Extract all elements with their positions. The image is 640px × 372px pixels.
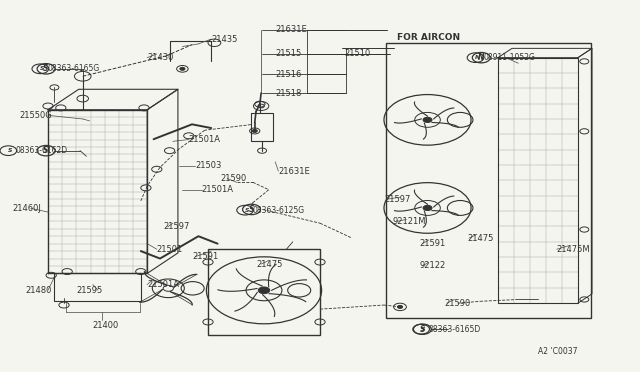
Bar	[251, 113, 273, 141]
Text: S: S	[8, 148, 13, 153]
Text: FOR AIRCON: FOR AIRCON	[397, 33, 460, 42]
Text: 21597: 21597	[384, 195, 410, 203]
Text: S: S	[249, 205, 254, 214]
Text: 21501: 21501	[157, 245, 183, 254]
Text: S: S	[40, 66, 45, 71]
Text: 21590: 21590	[221, 174, 247, 183]
Text: 21591: 21591	[192, 252, 218, 261]
Text: 08363-6162D: 08363-6162D	[16, 146, 68, 155]
Text: S: S	[420, 325, 425, 334]
Text: 21595: 21595	[77, 286, 103, 295]
Bar	[208, 249, 320, 335]
Text: 21631E: 21631E	[275, 25, 307, 34]
Text: 21475M: 21475M	[557, 245, 591, 254]
Text: 21597: 21597	[163, 222, 189, 231]
Text: 21475: 21475	[256, 260, 282, 269]
Text: 21503: 21503	[195, 161, 221, 170]
Text: 21591: 21591	[419, 239, 445, 248]
Circle shape	[423, 117, 432, 122]
Text: 21631E: 21631E	[278, 167, 310, 176]
Text: S: S	[44, 64, 49, 73]
Text: N: N	[475, 55, 480, 60]
Text: 08363-6165G: 08363-6165G	[48, 64, 100, 73]
Text: 21480: 21480	[26, 286, 52, 295]
Bar	[386, 43, 591, 318]
Circle shape	[259, 287, 270, 294]
Circle shape	[397, 305, 403, 308]
Text: 21518: 21518	[275, 89, 301, 97]
Bar	[498, 58, 578, 303]
Text: 08363-6125G: 08363-6125G	[253, 206, 305, 215]
Text: 21550G: 21550G	[19, 111, 52, 120]
Text: 08363-6165D: 08363-6165D	[429, 325, 481, 334]
Text: 92122: 92122	[419, 262, 445, 270]
Text: N: N	[478, 53, 484, 62]
Bar	[54, 273, 141, 301]
Text: A2 ’C0037: A2 ’C0037	[538, 347, 577, 356]
Text: S: S	[421, 327, 426, 332]
Text: 21590: 21590	[445, 299, 471, 308]
Text: 08911-1052G: 08911-1052G	[483, 53, 535, 62]
Text: 92121M: 92121M	[392, 217, 426, 226]
Text: S: S	[44, 146, 49, 155]
Text: 21460J: 21460J	[13, 204, 42, 213]
Text: 21501A: 21501A	[202, 185, 234, 194]
Circle shape	[423, 205, 432, 211]
Circle shape	[180, 67, 185, 70]
Text: 21516: 21516	[275, 70, 301, 79]
Text: 21430: 21430	[147, 53, 173, 62]
Text: 21400: 21400	[93, 321, 119, 330]
Text: 21515: 21515	[275, 49, 301, 58]
Text: 21501A: 21501A	[189, 135, 221, 144]
Text: 21510: 21510	[344, 49, 371, 58]
Text: 21475: 21475	[467, 234, 493, 243]
Text: 21501A: 21501A	[147, 280, 179, 289]
Text: 21435: 21435	[211, 35, 237, 44]
Text: S: S	[245, 208, 250, 213]
Circle shape	[252, 129, 257, 132]
